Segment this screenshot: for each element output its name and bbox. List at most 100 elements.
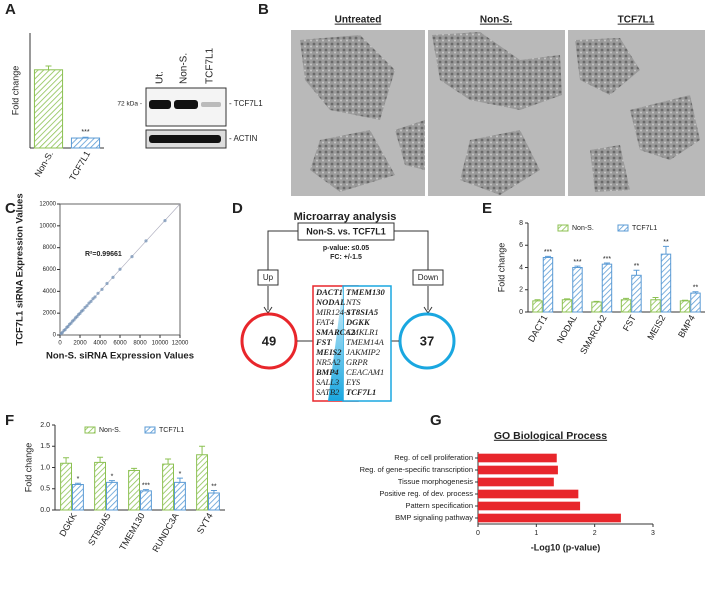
error-bar <box>692 291 699 294</box>
gene: BMP4 <box>315 367 339 377</box>
point <box>111 275 115 279</box>
x-tick-label: MEIS2 <box>645 313 667 341</box>
x-tick-label: DGKK <box>57 511 78 538</box>
gene: TCF7L1 <box>346 387 376 397</box>
error-bar <box>176 477 183 483</box>
panel-letter: E <box>482 200 492 217</box>
panel-letter: F <box>5 412 14 429</box>
point <box>89 299 93 303</box>
error-bar <box>534 299 541 301</box>
x-tick-label: SMARCA2 <box>578 313 608 356</box>
significance: ** <box>211 483 217 490</box>
panel-letter: A <box>5 1 16 18</box>
error-bar <box>45 65 52 70</box>
y-tick-label: 2000 <box>43 311 57 317</box>
down-circle <box>398 312 456 370</box>
y-tick-label: 12000 <box>39 202 56 208</box>
y-tick-label: 4000 <box>43 289 57 295</box>
bar <box>690 292 701 313</box>
error-bar <box>74 482 81 485</box>
bar <box>478 453 557 463</box>
y-tick-label: 2 <box>519 287 523 294</box>
bar <box>620 299 632 313</box>
bar <box>679 300 691 313</box>
gradient-wedge <box>328 286 343 401</box>
significance: * <box>179 471 182 478</box>
y-tick-label: Pattern specification <box>405 501 473 510</box>
gene: MEIS2 <box>315 347 342 357</box>
diagram-title: Microarray analysis <box>294 211 397 223</box>
error-bar <box>593 300 600 302</box>
x-tick-label: ST8SIA5 <box>86 511 113 547</box>
y-tick-label: 8 <box>519 220 523 227</box>
gene: NTS <box>345 297 361 307</box>
point <box>105 281 109 286</box>
legend-label: Non-S. <box>572 225 594 232</box>
up-count: 49 <box>262 333 276 348</box>
error-bar <box>82 136 89 139</box>
x-tick-label: 0 <box>58 341 62 347</box>
error-bar <box>662 245 669 255</box>
y-tick-label: 10000 <box>39 223 56 229</box>
bar <box>478 501 581 511</box>
x-tick-label: SYT4 <box>195 511 215 535</box>
gene: NODAL <box>315 297 345 307</box>
band-label: - ACTIN <box>229 134 258 143</box>
gene: EYS <box>345 377 361 387</box>
x-tick-label: FST <box>621 313 638 333</box>
y-tick-label: 0.5 <box>40 486 50 493</box>
error-bar <box>564 298 571 300</box>
point <box>85 304 89 308</box>
bar <box>542 256 554 313</box>
bar <box>591 301 602 313</box>
legend-swatch <box>557 224 569 232</box>
y-tick-label: Positive reg. of dev. process <box>379 489 473 498</box>
error-bar <box>165 458 172 465</box>
legend-label: TCF7L1 <box>632 225 657 232</box>
y-axis-label: Fold change <box>496 243 506 293</box>
y-tick-label: 2.0 <box>40 422 50 429</box>
x-tick-label: 1 <box>534 530 538 537</box>
error-bar <box>210 489 217 493</box>
bar <box>162 463 174 511</box>
significance: ** <box>693 285 699 292</box>
x-tick-label: TMEM130 <box>117 511 146 552</box>
y-tick-label: 0 <box>519 309 523 316</box>
western-blot: Ut. Non-S. TCF7L1 72 kDa - - TCF7L1 - AC… <box>117 47 263 149</box>
x-tick-label: BMP4 <box>676 313 697 339</box>
bar <box>72 484 84 511</box>
bar <box>650 299 661 313</box>
y-axis-label: Fold change <box>10 66 20 116</box>
error-bar <box>603 262 610 265</box>
bar <box>601 263 613 313</box>
gene: TMEM14A <box>346 337 385 347</box>
y-axis-label: Fold change <box>23 443 33 493</box>
x-tick-label: RUNDC3A <box>150 511 180 554</box>
bar <box>33 69 64 149</box>
y-tick-label: 6000 <box>43 267 57 273</box>
gene: SMARCA2 <box>316 327 356 337</box>
bar <box>478 477 554 487</box>
x-tick-label: 0 <box>476 530 480 537</box>
x-tick-label: 10000 <box>152 341 169 347</box>
significance: *** <box>603 256 611 263</box>
gene: SATB2 <box>316 387 340 397</box>
bar <box>561 299 573 313</box>
lane-label: Ut. <box>155 71 166 84</box>
colony <box>300 35 425 192</box>
x-axis-label: Non-S. siRNA Expression Values <box>46 351 194 362</box>
gene: CEACAM1 <box>346 367 384 377</box>
error-bar <box>544 255 551 258</box>
legend-swatch <box>144 426 156 434</box>
bar <box>660 253 672 313</box>
bar <box>128 469 140 511</box>
legend-label: TCF7L1 <box>159 427 184 434</box>
chart-title: GO Biological Process <box>494 430 607 442</box>
y-tick-label: 8000 <box>43 245 57 251</box>
bar <box>70 137 101 149</box>
gene: GRPR <box>346 357 369 367</box>
significance: *** <box>573 259 581 266</box>
colony <box>575 38 700 192</box>
legend-swatch <box>84 426 96 434</box>
